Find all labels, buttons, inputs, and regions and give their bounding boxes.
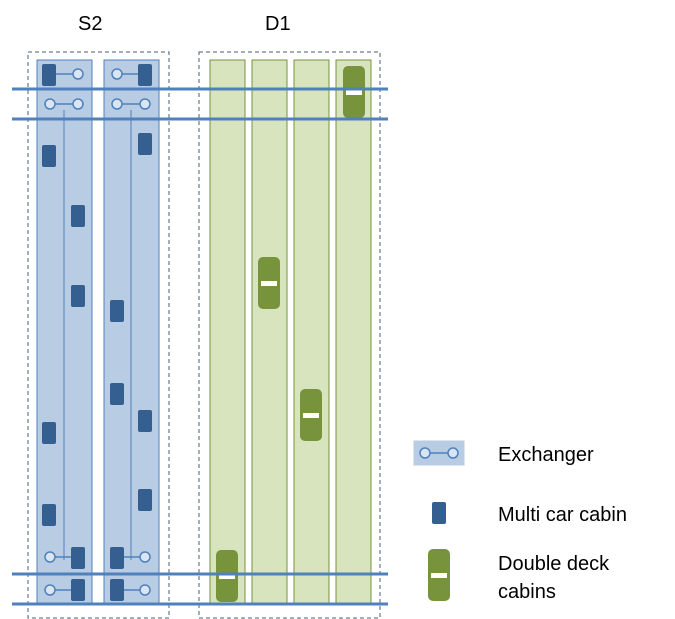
double-deck-cabin-icon xyxy=(216,550,238,602)
d1-shaft-3 xyxy=(293,59,330,606)
multi-car-cabin-icon xyxy=(42,422,56,444)
legend-label-double-deck-line1: Double deck xyxy=(498,553,610,575)
double-deck-cabin-icon xyxy=(428,549,450,601)
double-deck-cabin-icon xyxy=(343,66,365,118)
double-deck-cabin-icon xyxy=(258,257,280,309)
legend-exchanger: Exchanger xyxy=(413,440,594,466)
double-deck-cabin-icon xyxy=(300,389,322,441)
multi-car-cabin-icon xyxy=(110,579,124,601)
multi-car-cabin-icon xyxy=(71,579,85,601)
multi-car-cabin-icon xyxy=(42,504,56,526)
multi-car-cabin-icon xyxy=(432,502,446,524)
d1-shaft-1 xyxy=(209,59,246,606)
multi-car-cabin-icon xyxy=(138,64,152,86)
multi-car-cabin-icon xyxy=(71,205,85,227)
legend-label-multi-car-cabin: Multi car cabin xyxy=(498,504,627,526)
multi-car-cabin-icon xyxy=(42,64,56,86)
d1-shaft-2 xyxy=(251,59,288,606)
d1-shaft-4 xyxy=(335,59,372,606)
group-boundary-d1 xyxy=(198,51,381,619)
multi-car-cabin-icon xyxy=(138,489,152,511)
exchanger-icon xyxy=(419,447,459,459)
legend-multi-car-cabin: Multi car cabin xyxy=(432,502,627,526)
group-label-d1: D1 xyxy=(265,13,291,35)
group-boundary-s2 xyxy=(27,51,170,619)
multi-car-cabin-icon xyxy=(110,383,124,405)
group-label-s2: S2 xyxy=(78,13,102,35)
exchanger-icon xyxy=(111,98,151,110)
legend-double-deck-cabins: Double deck cabins xyxy=(428,549,610,603)
exchanger-icon xyxy=(44,98,84,110)
legend-label-exchanger: Exchanger xyxy=(498,444,594,466)
multi-car-cabin-icon xyxy=(138,133,152,155)
multi-car-cabin-icon xyxy=(71,285,85,307)
legend: Exchanger Multi car cabin Double deck ca… xyxy=(413,440,627,603)
multi-car-cabin-icon xyxy=(138,410,152,432)
multi-car-cabin-icon xyxy=(71,547,85,569)
multi-car-cabin-icon xyxy=(110,547,124,569)
multi-car-cabin-icon xyxy=(42,145,56,167)
legend-label-double-deck-line2: cabins xyxy=(498,581,556,603)
multi-car-cabin-icon xyxy=(110,300,124,322)
